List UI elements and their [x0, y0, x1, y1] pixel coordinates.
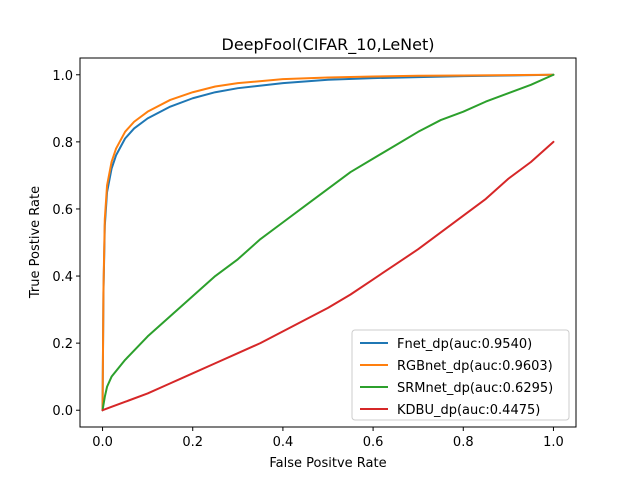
- x-tick-label: 0.6: [363, 435, 384, 450]
- x-tick-label: 0.4: [273, 435, 294, 450]
- series-line-3: [101, 140, 555, 412]
- series-line-1: [101, 73, 555, 412]
- legend-box: [351, 329, 570, 421]
- legend-label-2: SRMnet_dp(auc:0.6295): [397, 381, 553, 396]
- legend-label-0: Fnet_dp(auc:0.9540): [397, 337, 532, 352]
- y-tick-label: 0.8: [52, 136, 73, 151]
- legend-label-1: RGBnet_dp(auc:0.9603): [397, 359, 553, 374]
- y-tick-label: 0.6: [52, 203, 73, 218]
- x-tick-label: 0.8: [453, 435, 474, 450]
- chart-title: DeepFool(CIFAR_10,LeNet): [222, 35, 435, 55]
- series-line-2: [101, 73, 555, 412]
- series-layer: [101, 73, 555, 412]
- x-tick-label: 0.2: [182, 435, 203, 450]
- y-tick-label: 0.0: [52, 404, 73, 419]
- plot-frame: [79, 57, 577, 428]
- y-axis-label: True Postive Rate: [28, 186, 43, 299]
- x-tick-label: 0.0: [92, 435, 113, 450]
- x-axis-label: False Positve Rate: [269, 456, 386, 471]
- legend: Fnet_dp(auc:0.9540) RGBnet_dp(auc:0.9603)…: [351, 329, 570, 421]
- x-tick-label: 1.0: [543, 435, 564, 450]
- y-tick-label: 0.4: [52, 270, 73, 285]
- x-axis-ticks: 0.0 0.2 0.4 0.6 0.8 1.0: [92, 427, 564, 450]
- legend-label-3: KDBU_dp(auc:0.4475): [397, 403, 540, 418]
- y-tick-label: 0.2: [52, 337, 73, 352]
- y-tick-label: 1.0: [52, 69, 73, 84]
- y-axis-ticks: 0.0 0.2 0.4 0.6 0.8 1.0: [52, 69, 80, 419]
